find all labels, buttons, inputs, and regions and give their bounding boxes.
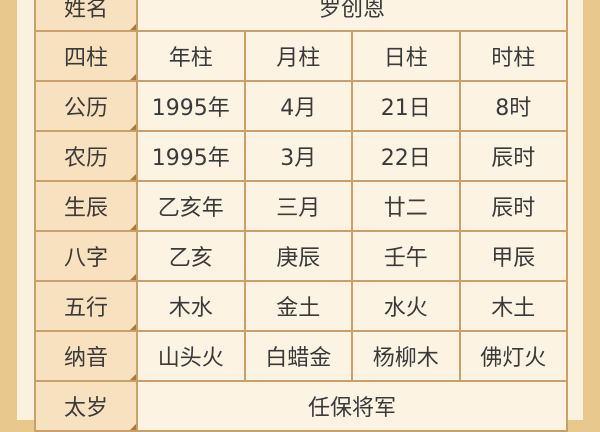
table-row: 五行 木水 金土 水火 木土 xyxy=(34,282,568,332)
table-row: 八字 乙亥 庚辰 壬午 甲辰 xyxy=(34,232,568,282)
table-cell: 4月 xyxy=(245,82,353,130)
table-cell: 1995年 xyxy=(138,82,246,130)
table-cell: 壬午 xyxy=(353,232,461,280)
name-value: 罗创恩 xyxy=(138,0,568,30)
row-label: 生辰 xyxy=(34,182,138,230)
table-cell: 甲辰 xyxy=(460,232,568,280)
table-cell: 辰时 xyxy=(460,132,568,180)
row-label: 八字 xyxy=(34,232,138,280)
table-cell: 杨柳木 xyxy=(353,332,461,380)
header-year: 年柱 xyxy=(138,32,246,80)
name-row: 姓名 罗创恩 xyxy=(34,0,568,32)
table-row: 纳音 山头火 白蜡金 杨柳木 佛灯火 xyxy=(34,332,568,382)
table-cell: 8时 xyxy=(460,82,568,130)
table-cell: 3月 xyxy=(245,132,353,180)
table-cell: 木土 xyxy=(460,282,568,330)
table-cell: 辰时 xyxy=(460,182,568,230)
row-label: 公历 xyxy=(34,82,138,130)
table-cell: 三月 xyxy=(245,182,353,230)
table-cell: 22日 xyxy=(353,132,461,180)
taisui-label: 太岁 xyxy=(34,382,138,430)
table-cell: 21日 xyxy=(353,82,461,130)
table-cell: 1995年 xyxy=(138,132,246,180)
table-cell: 廿二 xyxy=(353,182,461,230)
pillars-label: 四柱 xyxy=(34,32,138,80)
table-row: 农历 1995年 3月 22日 辰时 xyxy=(34,132,568,182)
row-label: 纳音 xyxy=(34,332,138,380)
pillars-header-row: 四柱 年柱 月柱 日柱 时柱 xyxy=(34,32,568,82)
header-day: 日柱 xyxy=(353,32,461,80)
table-cell: 金土 xyxy=(245,282,353,330)
row-label: 农历 xyxy=(34,132,138,180)
taisui-row: 太岁 任保将军 xyxy=(34,382,568,432)
table-cell: 佛灯火 xyxy=(460,332,568,380)
table-cell: 水火 xyxy=(353,282,461,330)
table-cell: 木水 xyxy=(138,282,246,330)
taisui-value: 任保将军 xyxy=(138,382,568,430)
row-label: 五行 xyxy=(34,282,138,330)
table-row: 公历 1995年 4月 21日 8时 xyxy=(34,82,568,132)
table-cell: 庚辰 xyxy=(245,232,353,280)
header-hour: 时柱 xyxy=(460,32,568,80)
bazi-table: 姓名 罗创恩 四柱 年柱 月柱 日柱 时柱 公历 1995年 4月 21日 8时 农历 19… xyxy=(34,0,568,432)
table-cell: 山头火 xyxy=(138,332,246,380)
table-row: 生辰 乙亥年 三月 廿二 辰时 xyxy=(34,182,568,232)
table-cell: 乙亥年 xyxy=(138,182,246,230)
table-cell: 白蜡金 xyxy=(245,332,353,380)
table-cell: 乙亥 xyxy=(138,232,246,280)
header-month: 月柱 xyxy=(245,32,353,80)
name-label: 姓名 xyxy=(34,0,138,30)
